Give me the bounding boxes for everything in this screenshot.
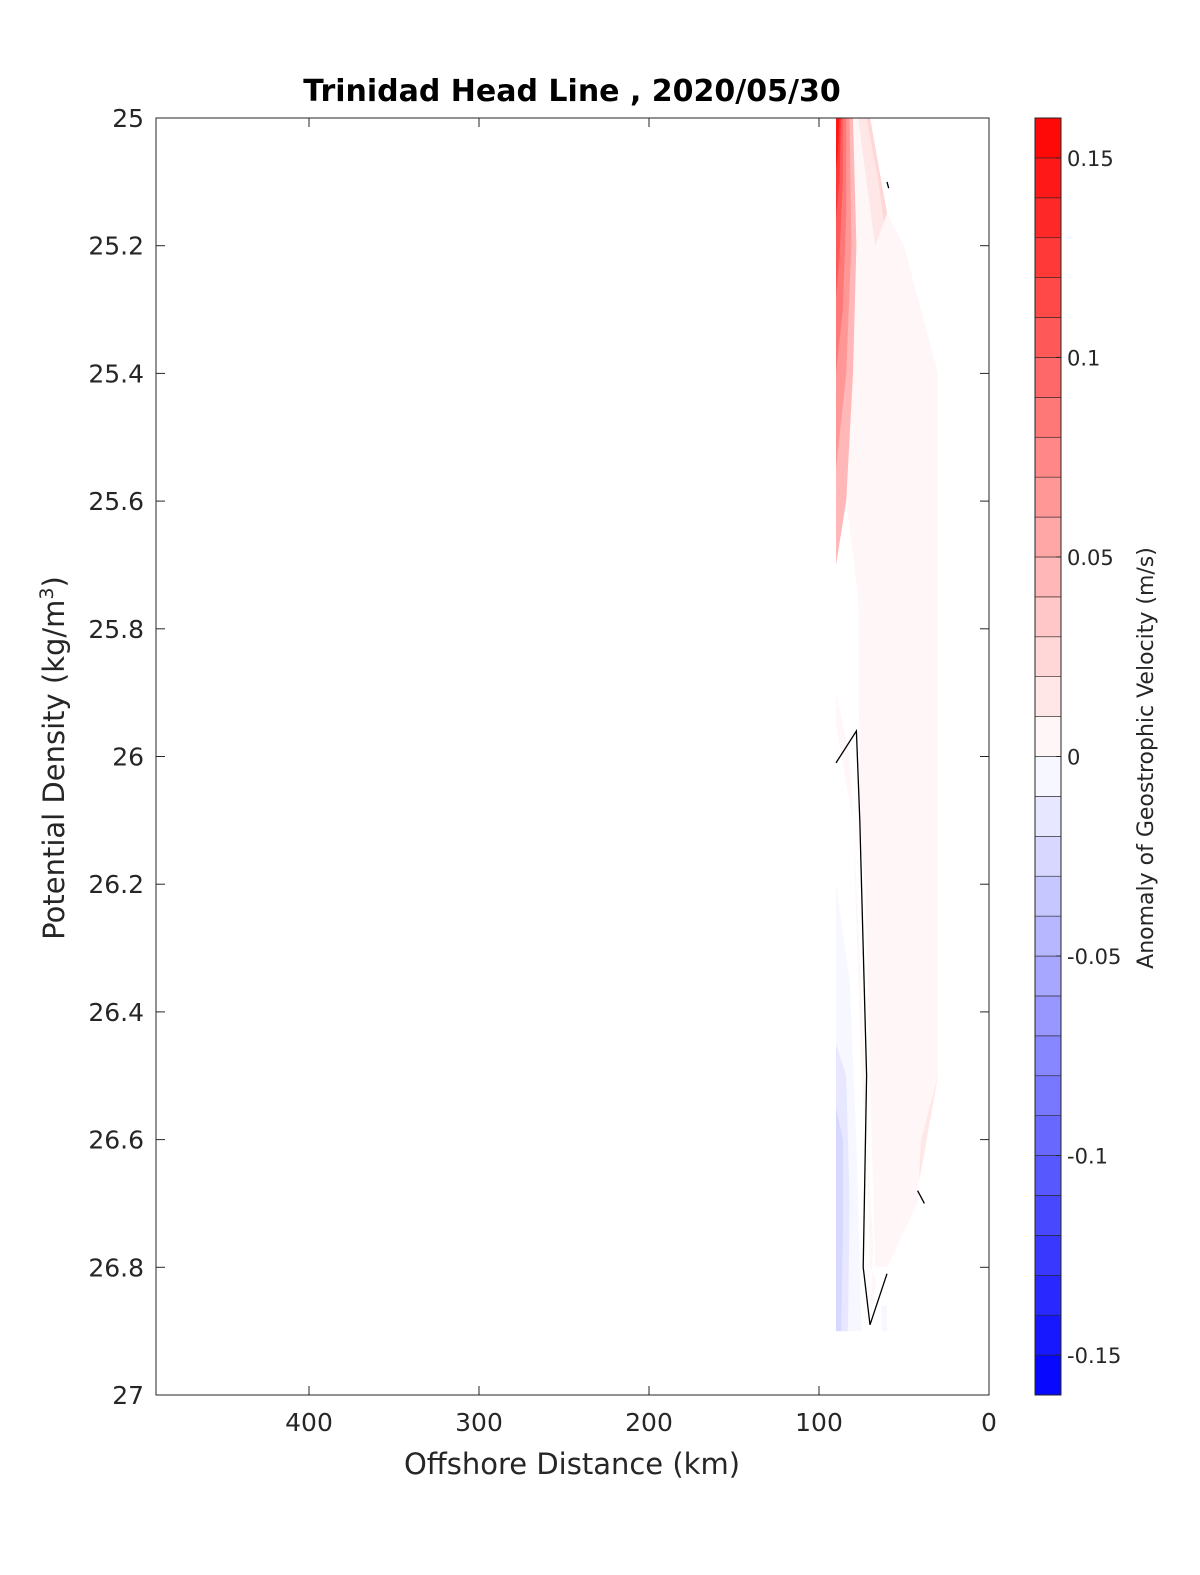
x-tick-label: 200 [625,1408,673,1437]
colorbar-tick-label: 0.15 [1067,147,1114,171]
colorbar-swatch-31 [1034,117,1062,159]
y-tick-label: 26.4 [88,998,144,1027]
y-tick-label: 26.2 [88,870,144,899]
colorbar-tick-label: -0.05 [1067,945,1121,969]
plot-area [155,117,990,1396]
y-axis-label-superscript: 3 [36,587,58,599]
colorbar-swatch-20 [1034,556,1062,598]
colorbar-ticks: 0.15 0.1 0.05 0 -0.05 -0.1 -0.15 [1056,147,1121,1368]
colorbar-tick-label: 0 [1067,746,1080,770]
colorbar-swatch-23 [1034,436,1062,478]
contour-region-13 [881,1305,887,1332]
colorbar-swatch-11 [1034,915,1062,957]
y-tick-label: 25.8 [88,615,144,644]
y-tick-label: 25.6 [88,487,144,516]
y-tick-label: 25.2 [88,232,144,261]
colorbar-swatch-4 [1034,1195,1062,1236]
colorbar-swatch-12 [1034,875,1062,917]
y-tick-label: 26.6 [88,1126,144,1155]
colorbar-swatch-30 [1034,157,1062,199]
colorbar-swatch-21 [1034,516,1062,558]
colorbar-swatch-14 [1034,796,1062,837]
colorbar-swatch-22 [1034,476,1062,518]
y-tick-label: 27 [112,1381,144,1410]
colorbar-swatch-9 [1034,995,1062,1037]
colorbar-tick-label: -0.15 [1067,1344,1121,1368]
colorbar-swatch-28 [1034,237,1062,278]
zero-contour-line-1 [886,181,890,189]
x-tick-label: 0 [981,1408,997,1437]
plot-frame [155,117,990,1396]
colorbar-swatch-6 [1034,1115,1062,1156]
x-axis-label: Offshore Distance (km) [404,1447,740,1481]
y-tick-label: 25.4 [88,359,144,388]
colorbar-swatch-26 [1034,317,1062,358]
colorbar-swatch-13 [1034,836,1062,877]
colorbar-label: Anomaly of Geostrophic Velocity (m/s) [1134,547,1159,969]
colorbar-swatch-24 [1034,397,1062,438]
colorbar-tick-label: 0.05 [1067,546,1114,570]
y-axis-label-main: Potential Density (kg/m [37,600,71,940]
colorbar-swatch-0 [1034,1354,1062,1396]
colorbar-swatch-10 [1034,955,1062,997]
x-tick-label: 100 [795,1408,843,1437]
colorbar-tick-label: 0.1 [1067,346,1100,370]
x-axis-tick-labels: 400 300 200 100 0 [285,1408,997,1437]
colorbar: 0.15 0.1 0.05 0 -0.05 -0.1 -0.15 Anomaly of Ge… [1034,117,1159,1396]
y-axis-label-close: ) [37,576,71,587]
colorbar-swatch-19 [1034,596,1062,638]
colorbar-swatch-18 [1034,636,1062,677]
colorbar-swatch-17 [1034,676,1062,717]
zero-contour-layer [835,181,925,1326]
colorbar-swatch-16 [1034,716,1062,757]
chart-title: Trinidad Head Line , 2020/05/30 [303,74,840,109]
x-tick-label: 400 [285,1408,333,1437]
colorbar-swatch-3 [1034,1235,1062,1276]
contour-fill-layer [836,118,938,1332]
colorbar-swatch-1 [1034,1314,1062,1356]
contour-region-9 [836,118,840,170]
zero-contour-line-2 [917,1190,925,1204]
contour-region-3 [836,118,938,1319]
colorbar-swatch-8 [1034,1035,1062,1077]
contour-region-12 [836,1107,843,1332]
colorbar-swatches [1034,117,1062,1396]
colorbar-swatch-7 [1034,1075,1062,1116]
y-tick-label: 26 [112,743,144,772]
x-tick-label: 300 [455,1408,503,1437]
colorbar-swatch-2 [1034,1274,1062,1316]
colorbar-swatch-29 [1034,197,1062,239]
y-tick-label: 25 [112,104,144,133]
colorbar-tick-label: -0.1 [1067,1145,1108,1169]
colorbar-swatch-25 [1034,357,1062,398]
colorbar-swatch-15 [1034,756,1062,797]
colorbar-swatch-5 [1034,1155,1062,1196]
y-axis-label: Potential Density (kg/m3) [36,576,71,940]
colorbar-swatch-27 [1034,277,1062,318]
zero-contour-line-0 [835,728,888,1326]
y-axis-tick-labels: 25 25.2 25.4 25.6 25.8 26 26.2 26.4 26.6 26.8 27 [88,104,144,1410]
y-tick-label: 26.8 [88,1253,144,1282]
